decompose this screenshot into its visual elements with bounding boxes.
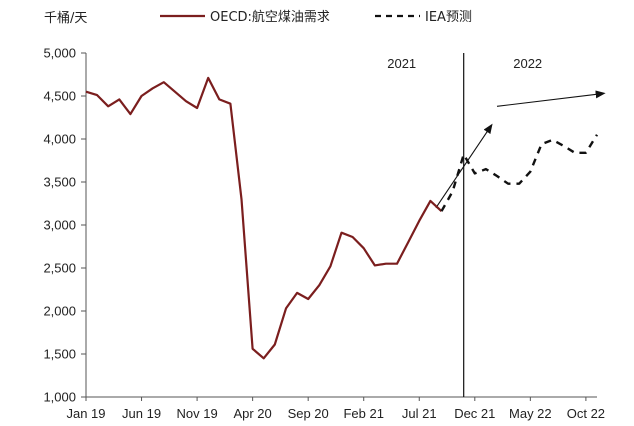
y-tick-label: 2,500 xyxy=(43,261,76,276)
x-tick-label: Sep 20 xyxy=(288,406,329,421)
x-tick-label: May 22 xyxy=(509,406,552,421)
x-axis-ticks: Jan 19 Jun 19 Nov 19 Apr 20 Sep 20 Feb 21 Jul … xyxy=(66,397,605,421)
x-tick-label: Nov 19 xyxy=(176,406,217,421)
x-tick-label: Jul 21 xyxy=(402,406,437,421)
y-tick-label: 5,000 xyxy=(43,46,76,61)
year-label-2021: 2021 xyxy=(387,56,416,71)
x-tick-label: Apr 20 xyxy=(233,406,271,421)
trend-arrow-0 xyxy=(435,123,493,209)
y-tick-label: 1,000 xyxy=(43,390,76,405)
axes xyxy=(85,53,597,398)
series-line-iea xyxy=(440,134,599,212)
y-tick-label: 4,000 xyxy=(43,132,76,147)
y-tick-label: 3,500 xyxy=(43,175,76,190)
y-tick-label: 1,500 xyxy=(43,347,76,362)
x-tick-label: Feb 21 xyxy=(343,406,383,421)
legend-label-oecd: OECD:航空煤油需求 xyxy=(210,9,330,25)
series-line-oecd xyxy=(85,76,443,360)
trend-arrow-1 xyxy=(496,90,606,107)
legend-label-iea: IEA预测 xyxy=(425,10,472,25)
y-tick-label: 4,500 xyxy=(43,89,76,104)
year-divider-group: 2021 2022 xyxy=(387,53,542,397)
x-tick-label: Dec 21 xyxy=(454,406,495,421)
trend-arrows xyxy=(435,90,606,209)
x-tick-label: Jan 19 xyxy=(66,406,105,421)
year-label-2022: 2022 xyxy=(513,56,542,71)
y-unit-label: 千桶/天 xyxy=(44,11,87,26)
series-lines xyxy=(85,76,599,360)
y-axis-ticks: 1,000 1,500 2,000 2,500 3,000 3,500 4,000 4,500… xyxy=(43,46,86,405)
y-tick-label: 2,000 xyxy=(43,304,76,319)
x-tick-label: Oct 22 xyxy=(567,406,605,421)
legend: OECD:航空煤油需求 IEA预测 xyxy=(160,9,472,25)
y-tick-label: 3,000 xyxy=(43,218,76,233)
x-tick-label: Jun 19 xyxy=(122,406,161,421)
